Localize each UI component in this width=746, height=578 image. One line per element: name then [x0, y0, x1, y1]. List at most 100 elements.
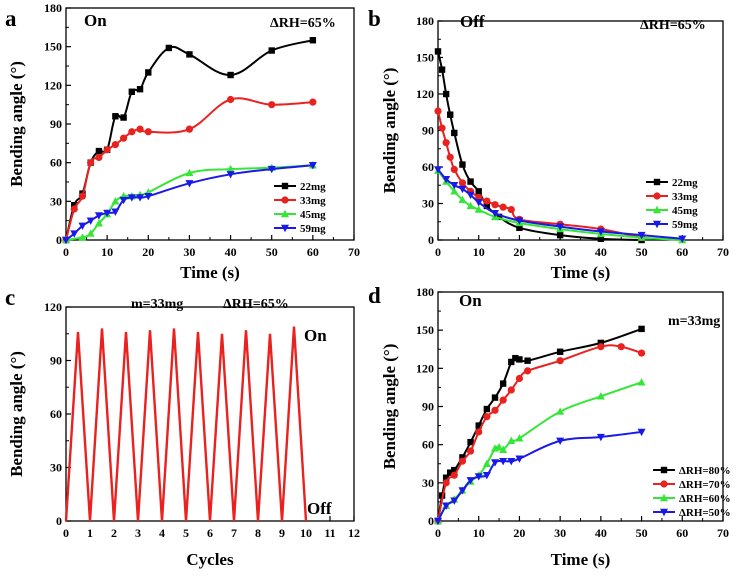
data-point [507, 386, 515, 394]
y-tick-label: 0 [428, 514, 434, 528]
y-tick-label: 60 [50, 407, 62, 421]
y-axis: 0 30 60 90 120 [44, 300, 71, 528]
x-tick-label: 11 [324, 526, 335, 540]
series-line [64, 326, 308, 522]
data-point [515, 374, 524, 383]
y-tick-label: 30 [422, 197, 434, 211]
data-point [491, 201, 499, 209]
data-point [451, 129, 458, 137]
x-tick-label: 0 [435, 245, 441, 259]
data-point [524, 357, 531, 364]
x-tick-label: 20 [513, 245, 525, 259]
data-point [442, 139, 450, 147]
legend-label: ΔRH=70% [679, 479, 731, 491]
data-point [597, 339, 605, 347]
x-axis-title: Time (s) [551, 550, 611, 569]
x-tick-label: 0 [63, 526, 69, 540]
y-tick-label: 120 [416, 361, 434, 375]
data-point [466, 477, 475, 485]
legend-label: 45mg [672, 205, 698, 217]
data-point [499, 396, 507, 404]
legend: ΔRH=80% ΔRH=70% ΔRH=60% ΔRH=50% [653, 465, 731, 519]
data-point [507, 458, 516, 466]
data-point [638, 325, 645, 333]
x-tick-label: 12 [348, 526, 360, 540]
y-tick-label: 30 [422, 476, 434, 490]
series-22mg [62, 37, 317, 244]
data-point [507, 436, 516, 445]
series-ΔRH=50% [434, 428, 646, 526]
x-axis-title: Time (s) [180, 263, 240, 282]
x-tick-label: 40 [595, 245, 607, 259]
data-point [450, 182, 459, 190]
y-tick-label: 180 [44, 1, 62, 15]
data-point [185, 180, 194, 188]
y-tick-label: 180 [416, 285, 434, 299]
y-tick-label: 90 [50, 117, 62, 131]
data-point [474, 473, 483, 481]
legend-label: 33mg [672, 191, 698, 203]
x-tick-label: 70 [717, 245, 729, 259]
data-point [451, 466, 458, 474]
data-point [71, 202, 78, 209]
data-point [637, 378, 646, 386]
x-tick-label: 30 [554, 245, 566, 259]
data-point [483, 202, 491, 210]
data-point [491, 394, 499, 401]
data-point [226, 95, 235, 104]
data-point [438, 66, 446, 73]
legend-label: ΔRH=60% [679, 493, 731, 505]
legend-marker [653, 205, 661, 214]
x-axis: 0 10 20 30 40 50 60 70 [435, 235, 729, 259]
series-ΔRH=70% [434, 343, 646, 525]
x-tick-label: 4 [159, 526, 165, 540]
data-point [515, 455, 524, 463]
x-tick-label: 10 [473, 245, 485, 259]
x-tick-label: 50 [266, 245, 278, 259]
data-point [617, 343, 625, 351]
data-point [515, 217, 524, 225]
data-point [515, 434, 524, 442]
data-point [491, 459, 499, 467]
data-point [111, 141, 119, 149]
series-line [65, 39, 314, 241]
data-point [482, 472, 491, 480]
x-tick-label: 8 [255, 526, 261, 540]
data-point [442, 175, 451, 184]
data-point [458, 179, 467, 187]
series-cycles [64, 326, 308, 522]
data-point [596, 392, 605, 400]
data-point [226, 171, 235, 179]
data-point [596, 433, 605, 442]
x-tick-label: 70 [348, 245, 360, 259]
data-point [491, 406, 499, 414]
data-point [467, 178, 474, 185]
data-point [78, 233, 87, 241]
data-point [678, 235, 687, 243]
x-tick-label: 5 [183, 526, 189, 540]
y-tick-label: 120 [44, 300, 62, 314]
data-point [466, 447, 475, 455]
data-point [136, 125, 144, 133]
data-point [434, 107, 442, 115]
legend-label: 22mg [300, 181, 326, 193]
legend-marker [281, 182, 289, 190]
data-point [499, 380, 507, 387]
data-point [434, 166, 442, 174]
y-tick-label: 150 [44, 40, 62, 54]
y-tick-label: 120 [416, 87, 434, 101]
data-point [637, 349, 646, 357]
series-33mg [62, 95, 317, 244]
data-point [556, 231, 564, 239]
annotation: Off [307, 499, 332, 518]
x-axis-title: Time (s) [551, 263, 611, 282]
y-tick-label: 30 [50, 461, 62, 475]
legend-marker [281, 224, 289, 233]
data-point [458, 457, 467, 465]
y-tick-label: 30 [50, 194, 62, 208]
data-point [120, 114, 127, 121]
data-point [447, 111, 454, 118]
legend-marker [653, 192, 661, 200]
data-point [165, 44, 173, 52]
data-point [512, 354, 519, 362]
